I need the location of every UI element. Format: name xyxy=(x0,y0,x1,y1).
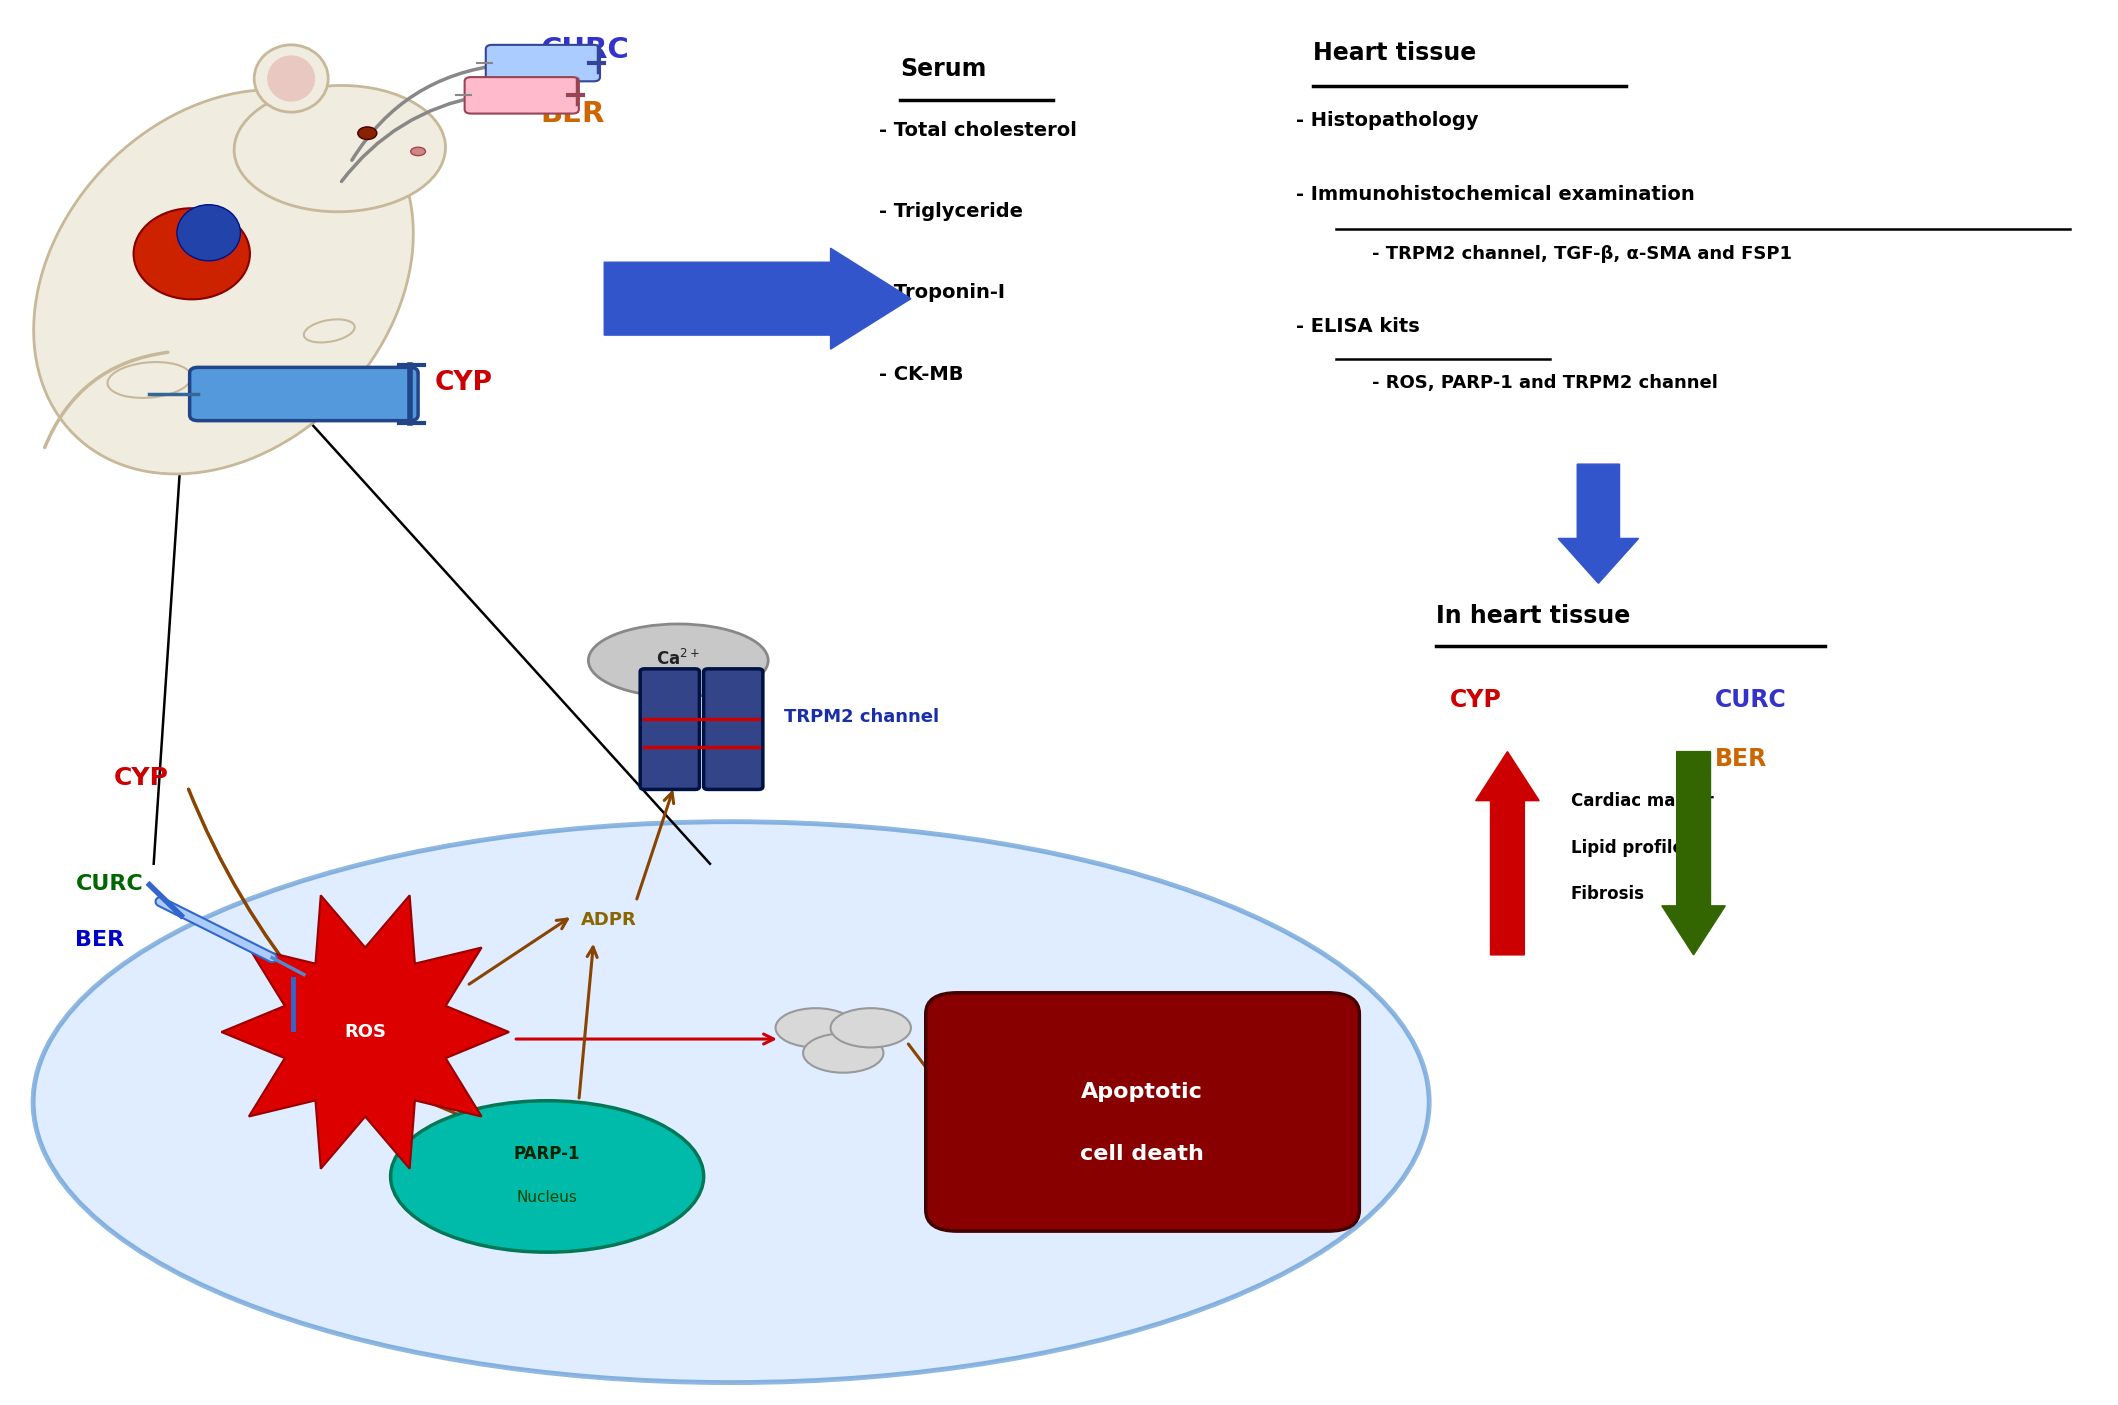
FancyBboxPatch shape xyxy=(191,367,417,420)
Text: - Troponin-I: - Troponin-I xyxy=(879,284,1006,302)
Text: Serum: Serum xyxy=(900,58,987,81)
FancyBboxPatch shape xyxy=(703,669,762,790)
Ellipse shape xyxy=(589,624,769,697)
Ellipse shape xyxy=(34,90,413,473)
Text: - ROS, PARP-1 and TRPM2 channel: - ROS, PARP-1 and TRPM2 channel xyxy=(1372,374,1718,392)
Ellipse shape xyxy=(411,148,426,156)
Ellipse shape xyxy=(303,319,354,343)
Text: Fibrosis: Fibrosis xyxy=(1572,885,1646,903)
Text: BER: BER xyxy=(76,930,125,950)
FancyBboxPatch shape xyxy=(640,669,699,790)
Text: Lipid profile: Lipid profile xyxy=(1572,839,1684,857)
Ellipse shape xyxy=(775,1009,856,1048)
Text: CYP: CYP xyxy=(434,370,493,396)
Text: Cardiac marker: Cardiac marker xyxy=(1572,792,1713,811)
Text: CURC: CURC xyxy=(540,37,629,65)
Text: Apoptotic: Apoptotic xyxy=(1080,1082,1203,1103)
Text: CYP: CYP xyxy=(114,766,167,790)
Ellipse shape xyxy=(390,1100,703,1252)
Text: - Triglyceride: - Triglyceride xyxy=(879,202,1023,221)
Ellipse shape xyxy=(830,1009,911,1048)
Ellipse shape xyxy=(267,56,313,101)
Ellipse shape xyxy=(34,822,1430,1383)
Ellipse shape xyxy=(235,86,445,212)
Ellipse shape xyxy=(803,1034,883,1072)
FancyArrow shape xyxy=(604,249,911,348)
Text: PARP-1: PARP-1 xyxy=(515,1145,580,1163)
Text: ROS: ROS xyxy=(345,1023,385,1041)
Ellipse shape xyxy=(108,362,191,398)
FancyArrow shape xyxy=(1663,752,1726,955)
Ellipse shape xyxy=(133,208,250,299)
Text: BER: BER xyxy=(1716,747,1766,771)
Text: - Immunohistochemical examination: - Immunohistochemical examination xyxy=(1296,185,1694,204)
Text: - Histopathology: - Histopathology xyxy=(1296,111,1478,129)
Text: Ca$^{2+}$: Ca$^{2+}$ xyxy=(657,649,701,669)
FancyBboxPatch shape xyxy=(485,45,599,81)
Text: cell death: cell death xyxy=(1080,1144,1203,1163)
FancyArrow shape xyxy=(1559,464,1639,583)
Ellipse shape xyxy=(254,45,328,112)
Text: - ELISA kits: - ELISA kits xyxy=(1296,318,1419,336)
Text: CYP: CYP xyxy=(1451,688,1502,712)
FancyBboxPatch shape xyxy=(464,77,578,114)
FancyArrow shape xyxy=(1476,752,1540,955)
Text: TRPM2 channel: TRPM2 channel xyxy=(784,708,938,725)
Text: In heart tissue: In heart tissue xyxy=(1436,604,1629,628)
Text: BER: BER xyxy=(540,100,606,128)
Text: - TRPM2 channel, TGF-β, α-SMA and FSP1: - TRPM2 channel, TGF-β, α-SMA and FSP1 xyxy=(1372,246,1792,263)
Text: CURC: CURC xyxy=(1716,688,1785,712)
Polygon shape xyxy=(222,895,508,1169)
Text: - Total cholesterol: - Total cholesterol xyxy=(879,121,1078,139)
Ellipse shape xyxy=(178,205,241,261)
Ellipse shape xyxy=(358,126,377,139)
Text: - CK-MB: - CK-MB xyxy=(879,364,964,384)
Text: ADPR: ADPR xyxy=(580,910,635,929)
Text: CURC: CURC xyxy=(76,874,144,894)
Text: Heart tissue: Heart tissue xyxy=(1313,41,1476,65)
FancyBboxPatch shape xyxy=(926,993,1360,1231)
Text: Nucleus: Nucleus xyxy=(517,1190,578,1205)
